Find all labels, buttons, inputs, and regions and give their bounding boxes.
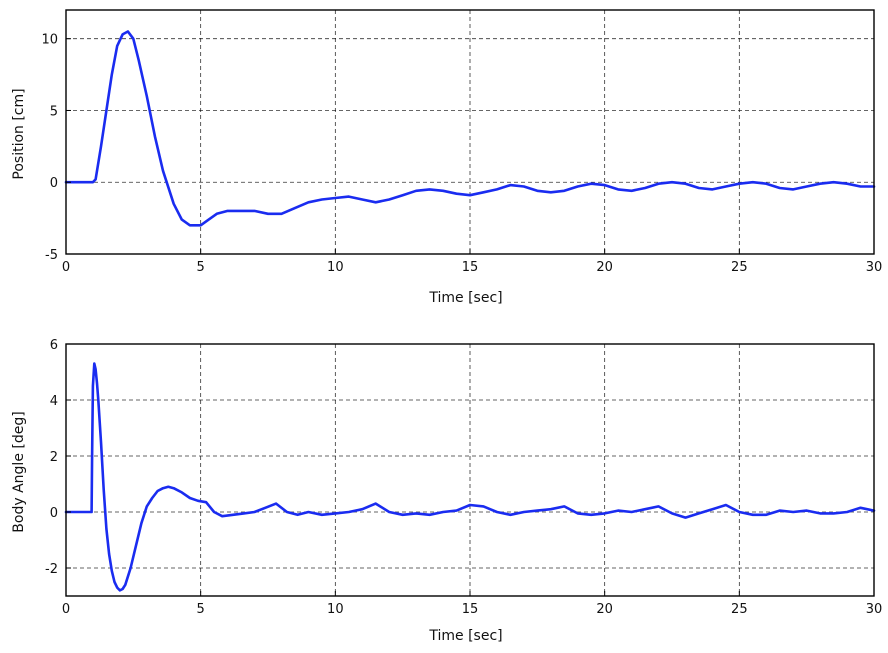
body-angle-xlabel: Time [sec] bbox=[428, 628, 502, 644]
body-angle-xtick-label-3: 15 bbox=[462, 602, 479, 617]
body-angle-ytick-label-3: 4 bbox=[50, 394, 58, 409]
body-angle-ytick-label-1: 0 bbox=[50, 506, 58, 521]
position-xtick-label-5: 25 bbox=[731, 260, 748, 275]
body-angle-ytick-label-2: 2 bbox=[50, 450, 58, 465]
position-ytick-label-2: 5 bbox=[50, 104, 58, 119]
body-angle-ytick-label-4: 6 bbox=[50, 338, 58, 353]
body-angle-xtick-label-6: 30 bbox=[866, 602, 883, 617]
position-ytick-label-0: -5 bbox=[45, 248, 58, 263]
position-xtick-label-0: 0 bbox=[62, 260, 70, 275]
body-angle-xtick-label-2: 10 bbox=[327, 602, 344, 617]
position-xlabel: Time [sec] bbox=[428, 290, 502, 306]
body-angle-xtick-label-0: 0 bbox=[62, 602, 70, 617]
body-angle-xtick-label-1: 5 bbox=[197, 602, 205, 617]
body-angle-ylabel: Body Angle [deg] bbox=[11, 411, 27, 532]
position-xtick-label-3: 15 bbox=[462, 260, 479, 275]
body-angle-xtick-label-5: 25 bbox=[731, 602, 748, 617]
position-xtick-label-2: 10 bbox=[327, 260, 344, 275]
position-ytick-label-3: 10 bbox=[41, 33, 58, 48]
body-angle-series-line bbox=[64, 362, 876, 592]
body-angle-plot: Time [sec] Body Angle [deg] 0 5 10 15 20 25 30… bbox=[11, 338, 882, 644]
position-xtick-label-1: 5 bbox=[197, 260, 205, 275]
body-angle-ytick-label-0: -2 bbox=[45, 562, 58, 577]
position-series-line bbox=[64, 30, 876, 227]
position-ytick-label-1: 0 bbox=[50, 176, 58, 191]
position-xtick-label-6: 30 bbox=[866, 260, 883, 275]
position-xtick-label-4: 20 bbox=[596, 260, 613, 275]
position-plot: Time [sec] Position [cm] 0 5 10 15 20 25 30 -5 0… bbox=[11, 9, 883, 306]
position-ylabel: Position [cm] bbox=[11, 88, 27, 179]
body-angle-xtick-label-4: 20 bbox=[596, 602, 613, 617]
